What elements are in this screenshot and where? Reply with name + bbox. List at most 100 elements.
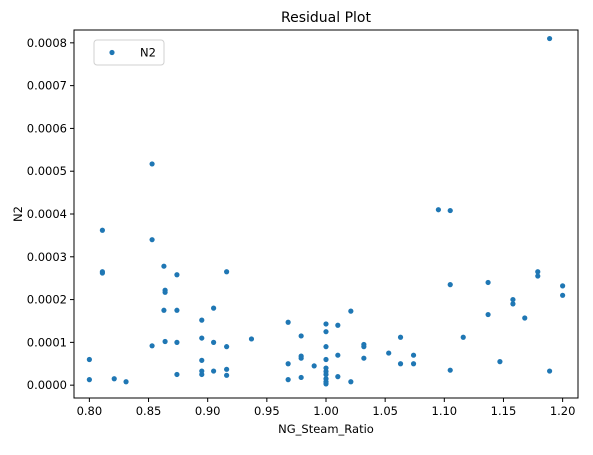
data-point xyxy=(547,35,553,42)
data-point xyxy=(161,263,167,269)
data-point xyxy=(224,372,230,378)
data-point xyxy=(285,361,291,367)
data-point xyxy=(298,355,304,361)
data-point xyxy=(348,379,354,385)
data-point xyxy=(111,376,117,382)
data-point xyxy=(485,279,491,286)
x-tick-label: 1.00 xyxy=(313,404,339,418)
data-point xyxy=(522,315,528,321)
legend-marker xyxy=(109,49,115,56)
data-point xyxy=(323,371,329,378)
data-point xyxy=(335,322,341,328)
x-tick-label: 1.10 xyxy=(432,404,458,418)
data-point xyxy=(535,273,541,279)
y-tick-label: 0.0008 xyxy=(27,36,67,50)
data-point xyxy=(199,317,205,323)
y-tick-label: 0.0007 xyxy=(27,79,67,93)
data-point xyxy=(224,344,230,350)
data-point xyxy=(174,272,180,278)
data-point xyxy=(323,321,329,327)
x-axis-label: NG_Steam_Ratio xyxy=(278,422,374,436)
data-point xyxy=(211,339,217,345)
x-tick-label: 1.15 xyxy=(491,404,517,418)
data-point xyxy=(361,355,367,361)
plot-frame xyxy=(73,29,579,399)
data-point xyxy=(285,377,291,383)
data-point xyxy=(497,359,503,365)
data-point xyxy=(86,377,92,383)
data-point xyxy=(174,371,180,378)
data-point xyxy=(560,283,566,289)
y-tick-label: 0.0000 xyxy=(27,378,67,392)
data-point xyxy=(397,334,404,340)
x-tick-label: 0.85 xyxy=(136,404,162,418)
data-point xyxy=(447,282,453,288)
data-point xyxy=(199,371,205,378)
data-point xyxy=(386,350,392,356)
data-point xyxy=(435,207,441,213)
data-point xyxy=(311,363,317,369)
x-tick-label: 0.90 xyxy=(195,404,221,418)
data-point xyxy=(335,352,341,358)
data-point xyxy=(397,361,404,367)
y-tick-label: 0.0001 xyxy=(27,335,67,349)
data-point xyxy=(199,357,205,363)
data-point xyxy=(285,319,291,325)
data-point xyxy=(485,311,491,318)
chart-title: Residual Plot xyxy=(281,10,371,26)
legend: N2 xyxy=(93,39,165,66)
data-point xyxy=(323,344,329,350)
y-tick-label: 0.0006 xyxy=(27,121,67,135)
scatter-points xyxy=(86,35,566,387)
data-point xyxy=(323,356,329,363)
x-tick-label: 0.80 xyxy=(77,404,103,418)
data-point xyxy=(149,343,155,349)
data-point xyxy=(123,379,129,385)
x-tick-label: 1.05 xyxy=(372,404,398,418)
data-point xyxy=(224,366,230,372)
data-point xyxy=(323,381,329,387)
data-point xyxy=(86,356,92,363)
data-point xyxy=(174,307,180,313)
data-point xyxy=(211,368,217,374)
data-point xyxy=(298,333,304,339)
data-point xyxy=(323,329,329,335)
data-point xyxy=(410,352,417,358)
data-point xyxy=(535,269,541,275)
x-tick-label: 0.95 xyxy=(254,404,280,418)
data-point xyxy=(211,305,217,311)
data-point xyxy=(410,361,417,367)
data-point xyxy=(99,270,105,276)
data-point xyxy=(99,227,105,233)
legend-label: N2 xyxy=(140,46,156,60)
data-point xyxy=(174,339,180,345)
y-tick-label: 0.0004 xyxy=(27,207,67,221)
data-point xyxy=(447,207,453,214)
data-point xyxy=(298,374,304,381)
data-point xyxy=(447,367,453,373)
legend-box xyxy=(93,39,165,66)
y-axis-ticks: 0.0000 0.0001 0.0002 0.0003 0.0004 0.0005 0.00… xyxy=(27,36,74,392)
data-point xyxy=(510,301,516,307)
data-point xyxy=(335,374,341,380)
data-point xyxy=(162,338,168,345)
data-point xyxy=(248,336,255,342)
x-axis-ticks: 0.80 0.85 0.90 0.95 1.00 1.05 1.10 1.15 1.20 xyxy=(77,398,576,418)
data-point xyxy=(149,237,155,243)
data-point xyxy=(460,334,466,340)
y-tick-label: 0.0002 xyxy=(27,293,67,307)
y-axis-label: N2 xyxy=(11,206,25,222)
y-tick-label: 0.0003 xyxy=(27,250,67,264)
data-point xyxy=(510,296,516,303)
data-point xyxy=(547,368,553,374)
x-tick-label: 1.20 xyxy=(550,404,576,418)
data-point xyxy=(361,344,367,350)
data-point xyxy=(161,307,167,313)
data-point xyxy=(224,269,230,275)
data-point xyxy=(199,335,205,341)
data-point xyxy=(149,161,155,167)
y-tick-label: 0.0005 xyxy=(27,164,67,178)
data-point xyxy=(348,308,354,314)
data-point xyxy=(162,289,168,295)
